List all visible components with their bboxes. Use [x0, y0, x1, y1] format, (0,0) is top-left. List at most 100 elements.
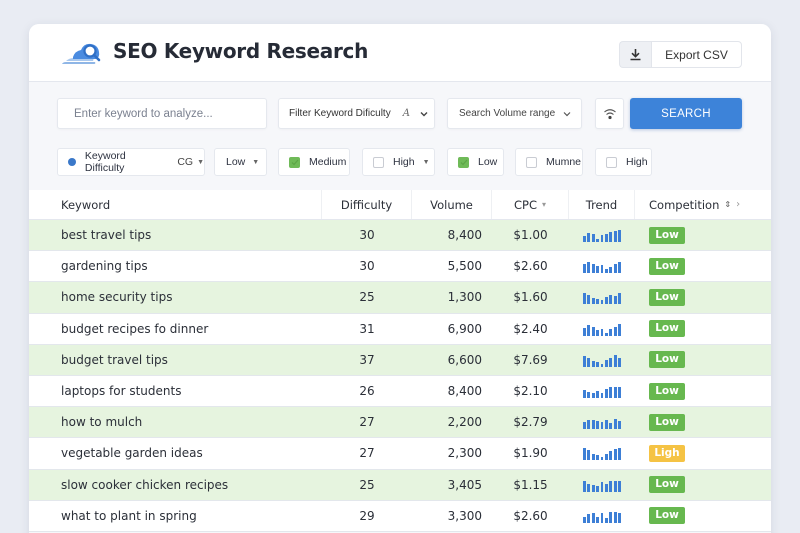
search-row: Filter Keyword Dificulty A Search Volume…: [29, 98, 771, 130]
volume-cell: 1,300: [447, 290, 482, 305]
cpc-cell: $1.00: [513, 228, 548, 243]
volume-range-label: Search Volume range: [459, 108, 556, 119]
chevron-down-icon: [563, 111, 571, 116]
competition-badge: Low: [649, 257, 685, 275]
export-group: Export CSV: [619, 41, 742, 68]
table-row[interactable]: budget recipes fo dinner 31 6,900 $2.40 Low: [29, 314, 771, 345]
difficulty-filter-select[interactable]: Filter Keyword Dificulty A: [278, 98, 435, 129]
trend-sparkline-icon: [583, 415, 621, 430]
keyword-cell: slow cooker chicken recipes: [61, 477, 229, 492]
trend-cell: [569, 228, 635, 243]
table-row[interactable]: how to mulch 27 2,200 $2.79 Low: [29, 407, 771, 439]
competition-cell: Low: [635, 351, 771, 369]
high-checkbox[interactable]: [606, 156, 617, 168]
table-row[interactable]: home security tips 25 1,300 $1.60 Low: [29, 282, 771, 314]
mumne-checkbox[interactable]: [526, 156, 537, 168]
competition-badge: Low: [649, 226, 685, 244]
cpc-cell: $2.60: [513, 508, 548, 523]
download-button[interactable]: [619, 41, 651, 68]
volume-cell: 5,500: [447, 259, 482, 274]
mumne-checkbox-chip[interactable]: Mumne: [515, 148, 583, 176]
trend-cell: [569, 415, 635, 430]
sort-icon: ⇕: [724, 200, 732, 209]
trend-cell: [569, 478, 635, 492]
export-csv-button[interactable]: Export CSV: [651, 41, 742, 68]
high-checkbox-chip[interactable]: High: [595, 148, 652, 176]
trend-sparkline-icon: [583, 384, 621, 399]
medium-checkbox-chip[interactable]: Medium: [278, 148, 350, 176]
table-body: best travel tips 30 8,400 $1.00 Low gardening…: [29, 220, 771, 532]
checkmark-icon: [291, 159, 298, 165]
competition-badge: Low: [649, 507, 685, 525]
mumne-label: Mumne: [546, 156, 582, 168]
column-header-difficulty[interactable]: Difficulty: [322, 190, 412, 219]
cpc-cell: $2.79: [513, 415, 548, 430]
volume-cell: 6,900: [447, 321, 482, 336]
low-checkbox[interactable]: [458, 156, 469, 168]
keyword-cell: what to plant in spring: [61, 508, 197, 523]
competition-cell: Low: [635, 507, 771, 525]
high-dropdown-checkbox[interactable]: [373, 156, 384, 168]
competition-cell: Low: [635, 413, 771, 431]
trend-cell: [569, 290, 635, 305]
low-dropdown-label: Low: [226, 156, 246, 168]
table-row[interactable]: best travel tips 30 8,400 $1.00 Low: [29, 220, 771, 252]
cpc-cell: $1.90: [513, 446, 548, 461]
high-dropdown-chip[interactable]: High ▼: [362, 148, 435, 176]
difficulty-cell: 27: [359, 446, 375, 461]
difficulty-cell: 29: [359, 508, 375, 523]
download-icon: [630, 49, 641, 61]
cpc-cell: $2.40: [513, 321, 548, 336]
trend-sparkline-icon: [583, 353, 621, 367]
difficulty-cell: 25: [359, 290, 375, 305]
column-header-trend[interactable]: Trend: [569, 190, 635, 219]
medium-label: Medium: [309, 156, 347, 168]
competition-cell: Low: [635, 257, 771, 275]
volume-cell: 3,405: [447, 477, 482, 492]
status-dot-icon: [68, 158, 76, 166]
competition-cell: Low: [635, 226, 771, 244]
competition-header-label: Competition: [649, 197, 720, 212]
column-header-cpc[interactable]: CPC ▾: [492, 190, 569, 219]
cpc-cell: $1.60: [513, 290, 548, 305]
filter-chips-row: Keyword Difficulty CG ▼ Low ▼ Medium Hig…: [29, 148, 771, 176]
trend-cell: [569, 384, 635, 399]
difficulty-cell: 30: [359, 228, 375, 243]
high-label: High: [626, 156, 648, 168]
checkmark-icon: [460, 159, 467, 165]
competition-badge: Low: [649, 413, 685, 431]
low-dropdown-chip[interactable]: Low ▼: [214, 148, 267, 176]
keyword-research-card: SEO Keyword Research Export CSV Filter K…: [29, 24, 771, 533]
table-header: Keyword Difficulty Volume CPC ▾ Trend Co…: [29, 190, 771, 220]
table-row[interactable]: laptops for students 26 8,400 $2.10 Low: [29, 376, 771, 408]
search-button[interactable]: SEARCH: [630, 98, 742, 129]
column-header-volume[interactable]: Volume: [412, 190, 492, 219]
keyword-cell: how to mulch: [61, 415, 143, 430]
column-header-competition[interactable]: Competition ⇕ ›: [635, 190, 771, 219]
keyword-difficulty-chip[interactable]: Keyword Difficulty CG ▼: [57, 148, 205, 176]
table-row[interactable]: gardening tips 30 5,500 $2.60 Low: [29, 251, 771, 283]
column-header-keyword[interactable]: Keyword: [29, 190, 322, 219]
table-row[interactable]: slow cooker chicken recipes 25 3,405 $1.15 L…: [29, 469, 771, 501]
competition-badge: Low: [649, 320, 685, 338]
difficulty-filter-label: Filter Keyword Dificulty: [289, 108, 391, 119]
volume-cell: 2,300: [447, 446, 482, 461]
competition-cell: Ligh: [635, 444, 771, 462]
keyword-cell: best travel tips: [61, 228, 152, 243]
difficulty-cell: 30: [359, 259, 375, 274]
trend-cell: [569, 259, 635, 274]
volume-range-select[interactable]: Search Volume range: [447, 98, 582, 129]
medium-checkbox[interactable]: [289, 156, 300, 168]
chevron-down-icon: [420, 111, 428, 116]
keyword-search-input[interactable]: [57, 98, 267, 129]
table-row[interactable]: budget travel tips 37 6,600 $7.69 Low: [29, 344, 771, 376]
competition-badge: Ligh: [649, 444, 685, 462]
keyword-cell: vegetable garden ideas: [61, 446, 203, 461]
keyword-cell: laptops for students: [61, 384, 182, 399]
sort-down-icon: ▾: [541, 200, 546, 209]
difficulty-cell: 37: [359, 352, 375, 367]
signal-button[interactable]: [595, 98, 624, 129]
table-row[interactable]: vegetable garden ideas 27 2,300 $1.90 Ligh: [29, 438, 771, 470]
low-checkbox-chip[interactable]: Low: [447, 148, 504, 176]
table-row[interactable]: what to plant in spring 29 3,300 $2.60 Low: [29, 501, 771, 532]
